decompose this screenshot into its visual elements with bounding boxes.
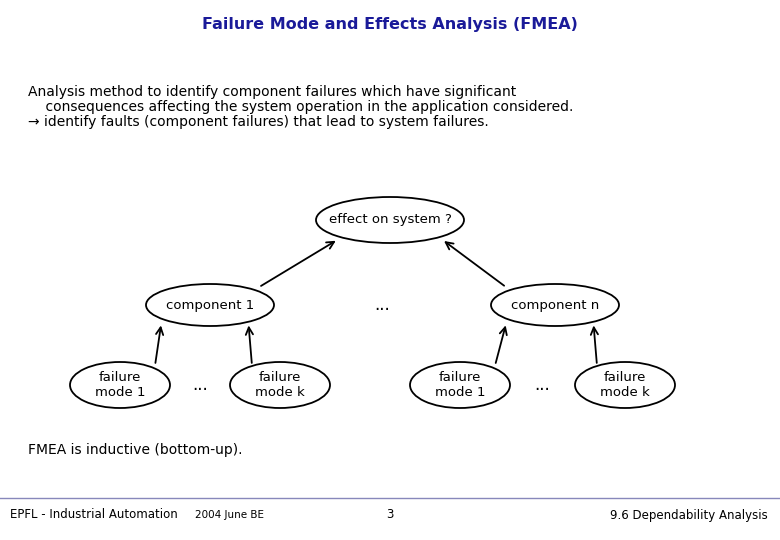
Text: failure
mode k: failure mode k bbox=[255, 371, 305, 399]
Text: failure
mode 1: failure mode 1 bbox=[94, 371, 145, 399]
Text: 3: 3 bbox=[386, 509, 394, 522]
Text: Failure Mode and Effects Analysis (FMEA): Failure Mode and Effects Analysis (FMEA) bbox=[202, 17, 578, 32]
Text: failure
mode 1: failure mode 1 bbox=[434, 371, 485, 399]
Text: ...: ... bbox=[534, 376, 551, 394]
Text: EPFL - Industrial Automation: EPFL - Industrial Automation bbox=[10, 509, 178, 522]
Text: effect on system ?: effect on system ? bbox=[328, 213, 452, 226]
Text: component 1: component 1 bbox=[166, 299, 254, 312]
Text: ...: ... bbox=[192, 376, 208, 394]
Text: failure
mode k: failure mode k bbox=[600, 371, 650, 399]
Text: 9.6 Dependability Analysis: 9.6 Dependability Analysis bbox=[610, 509, 768, 522]
Text: → identify faults (component failures) that lead to system failures.: → identify faults (component failures) t… bbox=[28, 115, 489, 129]
Text: ...: ... bbox=[374, 296, 390, 314]
Text: FMEA is inductive (bottom-up).: FMEA is inductive (bottom-up). bbox=[28, 443, 243, 457]
Text: Analysis method to identify component failures which have significant: Analysis method to identify component fa… bbox=[28, 85, 516, 99]
Text: component n: component n bbox=[511, 299, 599, 312]
Text: 2004 June BE: 2004 June BE bbox=[195, 510, 264, 520]
Text: consequences affecting the system operation in the application considered.: consequences affecting the system operat… bbox=[28, 100, 573, 114]
